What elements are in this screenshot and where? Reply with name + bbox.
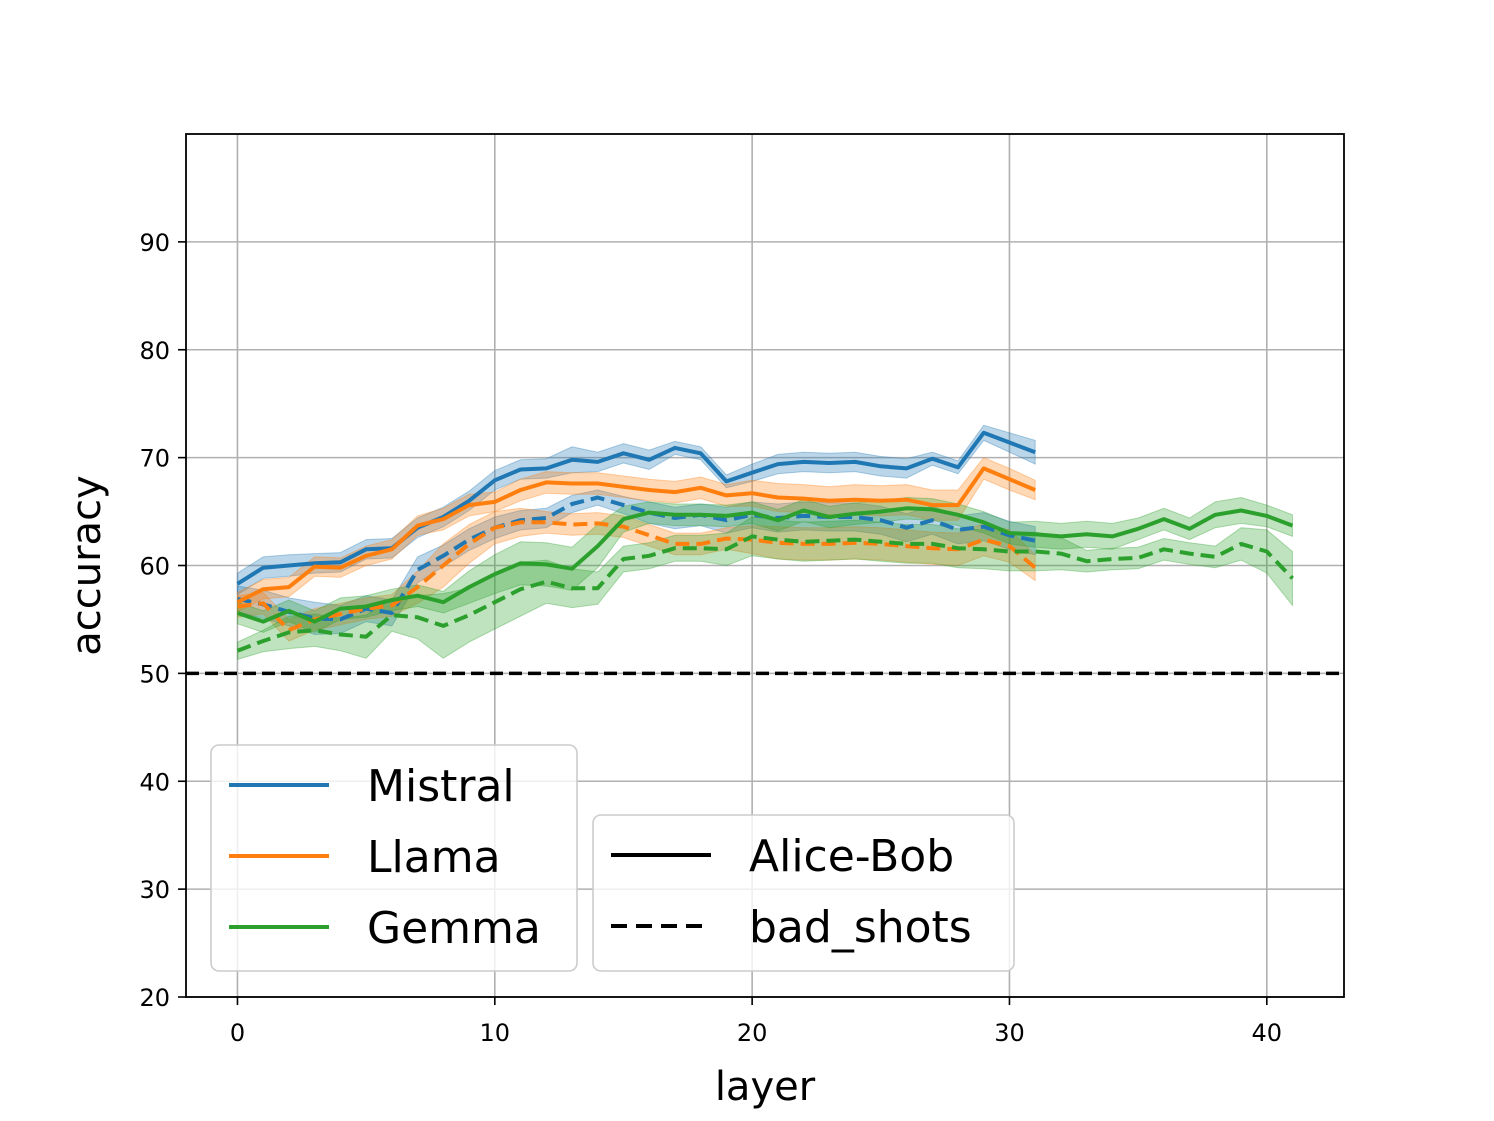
axis-ticks: 0 10 20 30 40 20 30 40 50 60 70 80 90 — [139, 229, 1282, 1047]
y-tick-label-80: 80 — [139, 337, 170, 365]
x-tick-label-20: 20 — [737, 1019, 768, 1047]
x-tick-label-30: 30 — [994, 1019, 1025, 1047]
band-llama-solid — [237, 456, 1036, 613]
legend-label-alice-bob: Alice-Bob — [749, 831, 954, 882]
x-axis-label: layer — [715, 1064, 816, 1110]
y-tick-label-50: 50 — [139, 660, 170, 688]
y-tick-label-90: 90 — [139, 229, 170, 257]
series-line-llama-dashed — [237, 520, 1037, 633]
legend-label-bad_shots: bad_shots — [749, 902, 972, 953]
y-tick-label-60: 60 — [139, 553, 170, 581]
y-tick-label-70: 70 — [139, 445, 170, 473]
x-tick-label-40: 40 — [1252, 1019, 1283, 1047]
series-line-gemma-dashed — [236, 534, 1294, 653]
y-tick-label-40: 40 — [139, 768, 170, 796]
legend-styles: Alice-Bob bad_shots — [592, 814, 1015, 972]
band-gemma-dashed — [237, 516, 1293, 661]
series-lines — [236, 430, 1294, 653]
series-line-mistral-solid — [236, 430, 1036, 586]
x-tick-label-0: 0 — [230, 1019, 245, 1047]
y-tick-label-20: 20 — [139, 984, 170, 1012]
legend-label-gemma: Gemma — [367, 903, 541, 954]
y-tick-label-30: 30 — [139, 876, 170, 904]
legend-label-mistral: Mistral — [367, 761, 515, 812]
band-mistral-dashed — [237, 489, 1036, 636]
legend-label-llama: Llama — [367, 832, 501, 883]
series-line-gemma-solid — [236, 506, 1294, 624]
legend-models-box — [210, 744, 578, 972]
y-axis-label: accuracy — [64, 475, 110, 655]
x-tick-label-10: 10 — [480, 1019, 511, 1047]
legend-models: Mistral Llama Gemma — [210, 744, 578, 972]
band-mistral-solid — [237, 424, 1036, 596]
series-line-llama-solid — [236, 466, 1036, 604]
